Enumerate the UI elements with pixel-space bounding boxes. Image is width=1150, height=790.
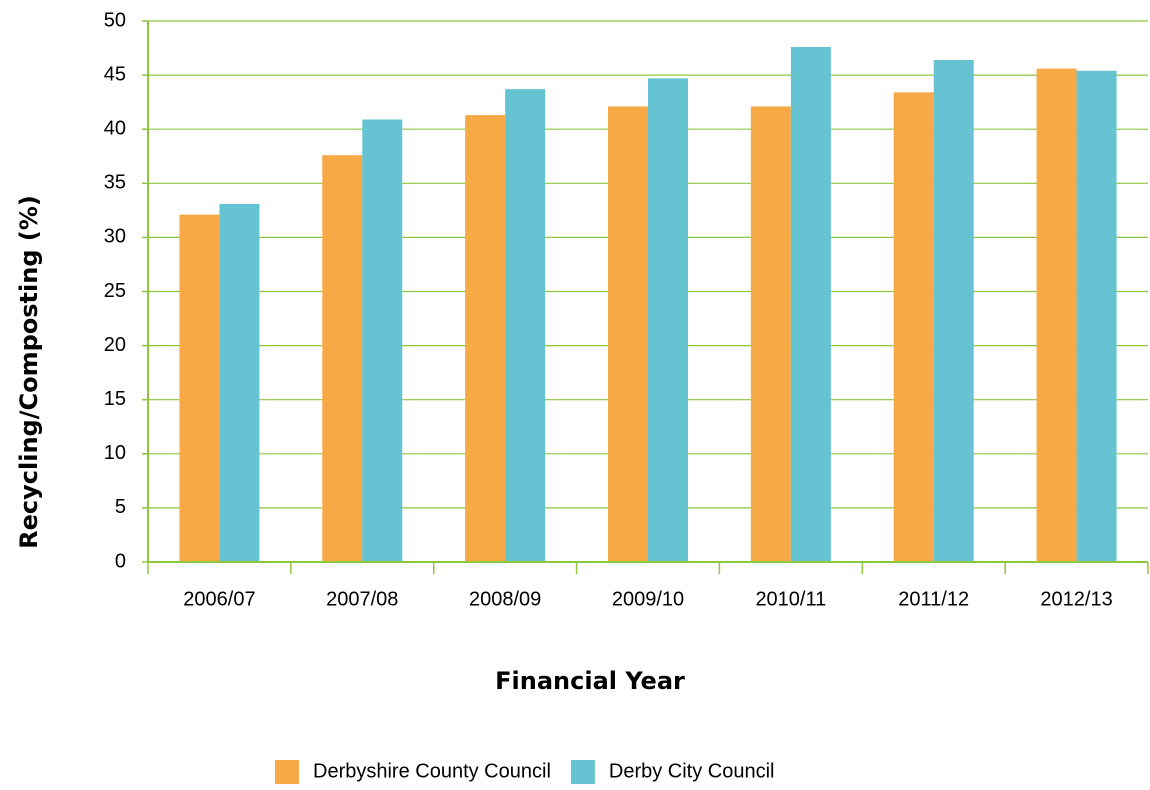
bar bbox=[750, 106, 791, 562]
y-tick-label: 25 bbox=[104, 280, 126, 302]
bar bbox=[219, 203, 260, 562]
y-tick-label: 10 bbox=[104, 442, 126, 464]
bar bbox=[179, 214, 220, 563]
bar bbox=[505, 89, 546, 562]
legend-swatch bbox=[275, 760, 299, 784]
x-tick-label: 2011/12 bbox=[898, 588, 969, 610]
bar bbox=[322, 155, 363, 562]
bar bbox=[1076, 70, 1117, 562]
y-tick-label: 0 bbox=[115, 550, 126, 572]
y-tick-label: 50 bbox=[104, 9, 126, 31]
y-tick-label: 30 bbox=[104, 226, 126, 248]
bar bbox=[608, 106, 648, 562]
x-axis-title: Financial Year bbox=[495, 667, 685, 695]
x-tick-label: 2007/08 bbox=[326, 588, 398, 610]
legend-label: Derby City Council bbox=[609, 760, 775, 782]
x-tick-label: 2012/13 bbox=[1040, 588, 1112, 610]
y-tick-label: 40 bbox=[104, 117, 126, 139]
x-tick-label: 2006/07 bbox=[183, 588, 255, 610]
y-tick-label: 5 bbox=[115, 496, 126, 518]
y-tick-label: 45 bbox=[104, 63, 126, 85]
y-tick-label: 15 bbox=[104, 388, 126, 410]
bar bbox=[893, 92, 934, 563]
y-tick-label: 35 bbox=[104, 172, 126, 194]
y-axis-title: Recycling/Composting (%) bbox=[15, 195, 43, 549]
bar bbox=[465, 115, 506, 562]
bar bbox=[648, 78, 688, 562]
x-tick-label: 2010/11 bbox=[755, 588, 826, 610]
bar bbox=[362, 119, 403, 562]
y-tick-label: 20 bbox=[104, 334, 126, 356]
bar bbox=[790, 46, 831, 562]
x-tick-label: 2009/10 bbox=[612, 588, 684, 610]
bar bbox=[1036, 68, 1077, 562]
bar bbox=[933, 59, 974, 563]
legend-swatch bbox=[570, 760, 595, 784]
x-tick-label: 2008/09 bbox=[469, 588, 541, 610]
legend-label: Derbyshire County Council bbox=[313, 760, 551, 782]
